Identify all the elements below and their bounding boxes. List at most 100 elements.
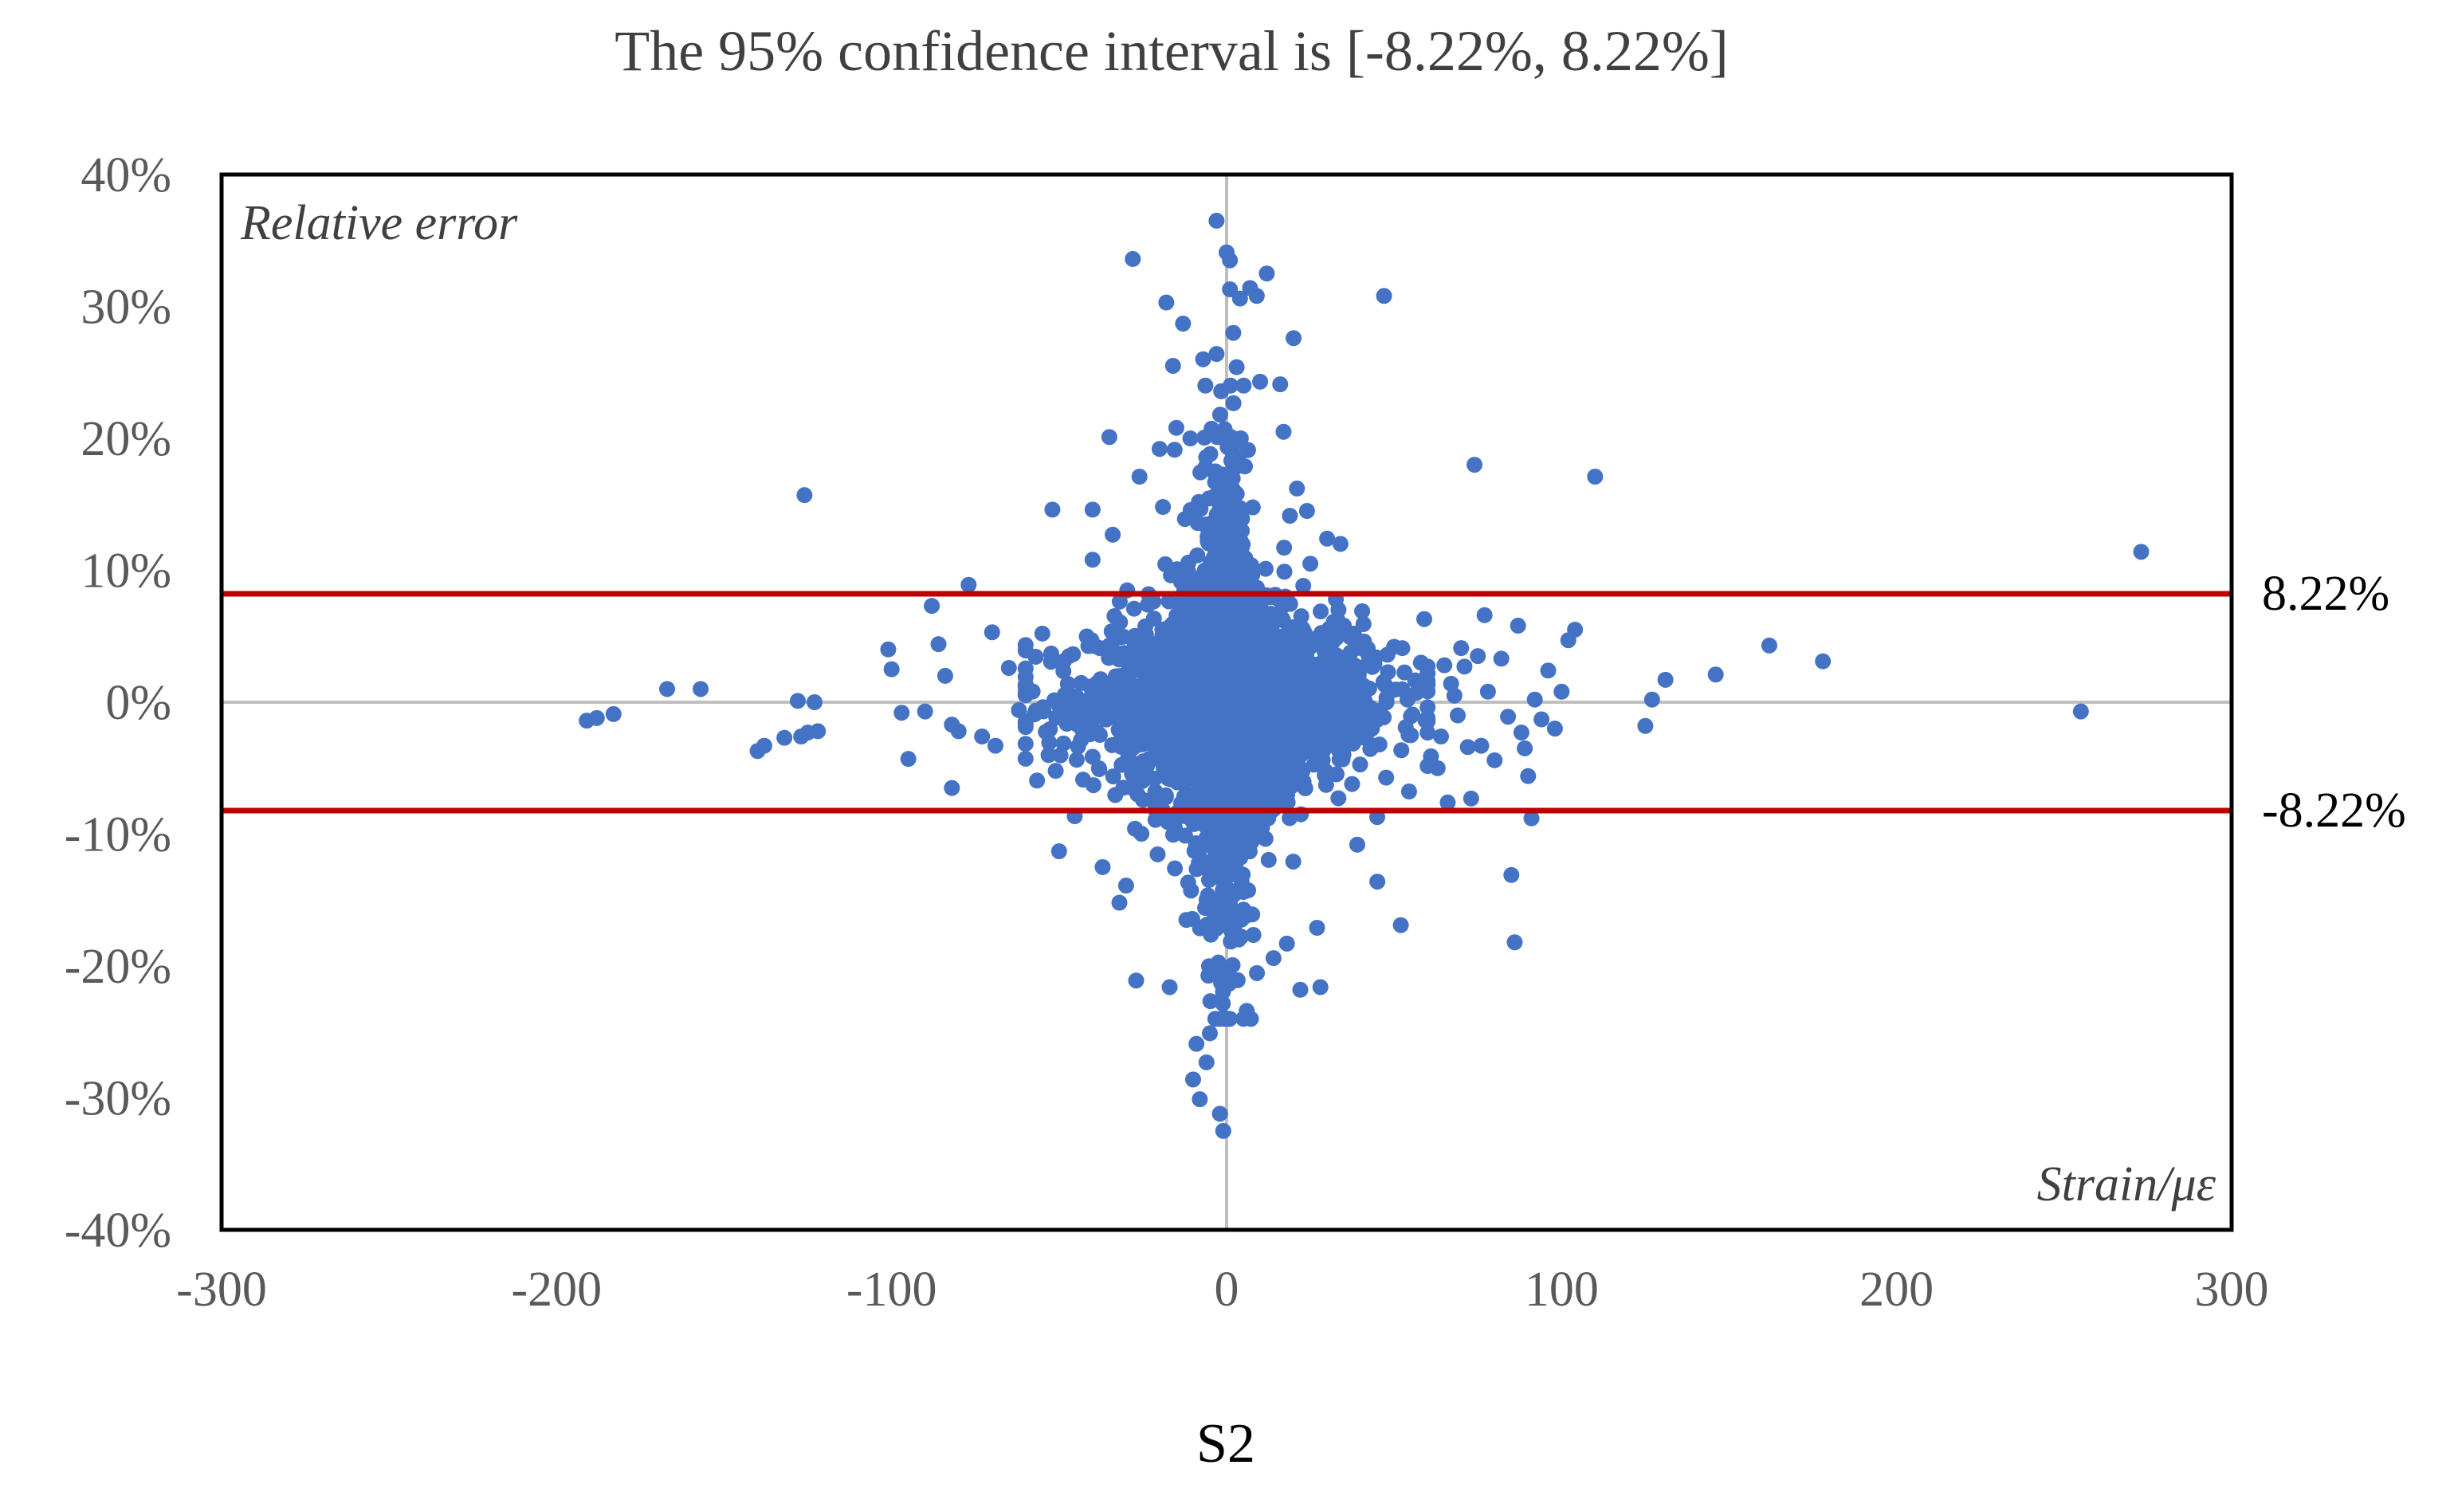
data-point	[1291, 655, 1308, 672]
data-point	[1349, 836, 1365, 853]
data-point	[936, 667, 953, 684]
data-point	[1419, 713, 1436, 730]
data-point	[1084, 552, 1101, 568]
data-point	[1227, 791, 1244, 808]
data-point	[1183, 770, 1200, 787]
data-point	[1282, 671, 1299, 688]
data-point	[1287, 693, 1304, 710]
data-point	[756, 737, 772, 754]
chart-title: The 95% confidence interval is [-8.22%, …	[614, 19, 1729, 83]
data-point	[1344, 776, 1360, 792]
data-point	[1180, 554, 1197, 571]
x-tick-label: -200	[512, 1263, 603, 1317]
data-point	[1094, 858, 1111, 875]
data-point	[1211, 406, 1228, 423]
data-point	[1268, 677, 1285, 693]
data-point	[1657, 671, 1674, 688]
data-point	[1513, 725, 1529, 741]
data-point	[1256, 709, 1273, 726]
data-point	[1133, 826, 1150, 842]
data-point	[1194, 744, 1211, 761]
data-point	[1520, 768, 1537, 784]
data-point	[1309, 748, 1326, 765]
data-point	[1196, 429, 1213, 446]
data-point	[1101, 429, 1117, 446]
data-point	[1400, 783, 1417, 800]
data-point	[2072, 703, 2089, 720]
data-point	[880, 641, 897, 658]
data-point	[1176, 511, 1193, 528]
data-point	[1129, 661, 1146, 677]
data-point	[1134, 791, 1151, 808]
data-point	[1176, 753, 1193, 770]
data-point	[1493, 650, 1510, 667]
data-point	[1176, 697, 1193, 714]
data-point	[1105, 526, 1121, 543]
data-point	[1237, 458, 1254, 475]
data-point	[1214, 743, 1231, 760]
data-point	[1298, 503, 1315, 520]
data-point	[1161, 979, 1178, 996]
data-point	[1089, 724, 1105, 740]
data-point	[1553, 683, 1570, 700]
data-point	[1506, 934, 1523, 951]
data-point	[1117, 878, 1134, 894]
data-point	[1017, 750, 1034, 767]
data-point	[1353, 701, 1370, 718]
data-point	[917, 703, 933, 720]
y-tick-label: 10%	[80, 544, 171, 599]
data-point	[1403, 727, 1419, 744]
data-point	[1239, 680, 1255, 697]
data-point	[1149, 846, 1166, 862]
confidence-limit-label: -8.22%	[2262, 783, 2406, 838]
data-point	[1150, 714, 1167, 731]
data-points	[579, 212, 2150, 1139]
data-point	[1192, 1091, 1208, 1108]
data-point	[1068, 752, 1085, 768]
data-point	[1128, 681, 1145, 698]
data-point	[1137, 618, 1154, 634]
data-point	[1362, 740, 1379, 757]
data-point	[1188, 1035, 1205, 1052]
data-point	[1201, 1025, 1218, 1042]
data-point	[1220, 838, 1237, 854]
data-point	[1292, 981, 1309, 998]
data-point	[1110, 721, 1127, 738]
data-point	[1419, 673, 1436, 689]
data-point	[1285, 853, 1302, 870]
data-point	[1184, 1071, 1201, 1088]
data-point	[1486, 752, 1503, 768]
x-tick-label: 200	[1859, 1263, 1934, 1317]
data-point	[1540, 662, 1557, 679]
data-point	[1042, 654, 1059, 670]
data-point	[1047, 763, 1064, 780]
data-point	[1255, 732, 1272, 749]
data-point	[1313, 658, 1329, 674]
data-point	[1185, 645, 1202, 662]
confidence-limit-label: 8.22%	[2262, 567, 2389, 621]
data-point	[1407, 672, 1423, 689]
data-point	[1134, 772, 1151, 789]
data-point	[1419, 699, 1436, 716]
data-point	[1216, 525, 1233, 542]
data-point	[1129, 759, 1146, 776]
data-point	[1202, 685, 1219, 702]
data-point	[1147, 783, 1164, 800]
data-point	[1185, 625, 1202, 642]
data-point	[1257, 560, 1274, 577]
data-point	[1476, 607, 1493, 623]
data-point	[1173, 574, 1190, 591]
x-tick-label: -300	[176, 1263, 267, 1317]
data-point	[1147, 811, 1164, 828]
data-point	[960, 576, 977, 593]
data-point	[1219, 618, 1236, 634]
data-point	[2133, 544, 2150, 560]
data-point	[1167, 860, 1184, 877]
data-point	[1276, 627, 1293, 644]
data-point	[1164, 357, 1181, 374]
data-point	[1446, 687, 1463, 704]
data-point	[1166, 732, 1183, 749]
data-point	[893, 705, 910, 721]
data-point	[1197, 459, 1214, 476]
data-point	[1213, 503, 1230, 520]
